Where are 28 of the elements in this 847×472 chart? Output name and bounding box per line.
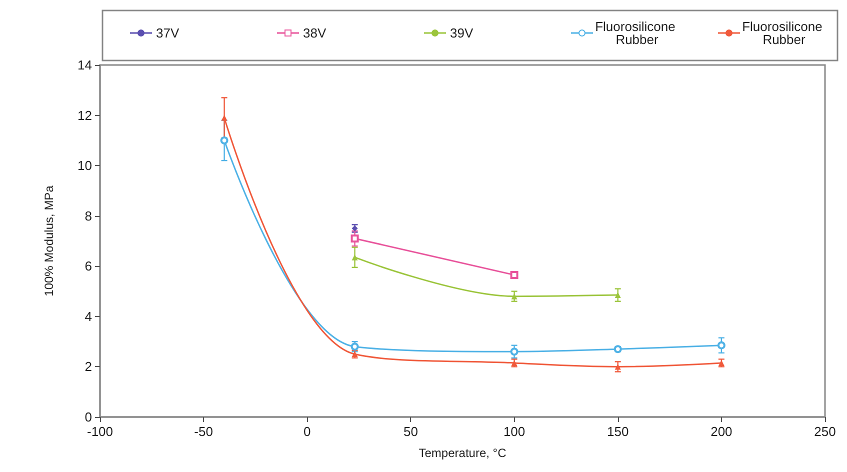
x-axis-title: Temperature, °C xyxy=(418,446,507,460)
y-tick-label: 14 xyxy=(78,58,92,72)
point xyxy=(510,270,518,279)
point xyxy=(717,341,726,350)
x-tick-label: 200 xyxy=(710,424,732,439)
legend-label: 38V xyxy=(303,26,326,40)
y-tick-label: 2 xyxy=(84,359,92,374)
point xyxy=(510,348,518,356)
x-tick-label: -50 xyxy=(194,424,213,439)
y-axis-title: 100% Modulus, MPa xyxy=(42,185,56,296)
y-tick-label: 4 xyxy=(84,308,92,324)
legend-label: 39V xyxy=(450,26,474,40)
x-tick-label: 100 xyxy=(503,424,526,439)
legend-label: Fluorosilicone Rubber xyxy=(742,19,826,47)
legend-label: 37V xyxy=(156,26,180,40)
x-tick-label: 150 xyxy=(607,424,629,439)
x-tick-label: 50 xyxy=(403,424,418,439)
point xyxy=(614,292,621,298)
y-tick-label: 10 xyxy=(78,158,92,174)
y-tick-label: 6 xyxy=(84,258,92,274)
y-tick-label: 0 xyxy=(84,410,92,424)
legend-label: Fluorosilicone Rubber xyxy=(595,19,679,47)
point xyxy=(350,234,359,242)
x-tick-label: 0 xyxy=(304,424,311,439)
y-tick-label: 12 xyxy=(78,108,92,123)
x-tick-label: 250 xyxy=(814,424,836,439)
x-tick-label: -100 xyxy=(86,424,114,439)
y-tick-label: 8 xyxy=(84,208,92,224)
